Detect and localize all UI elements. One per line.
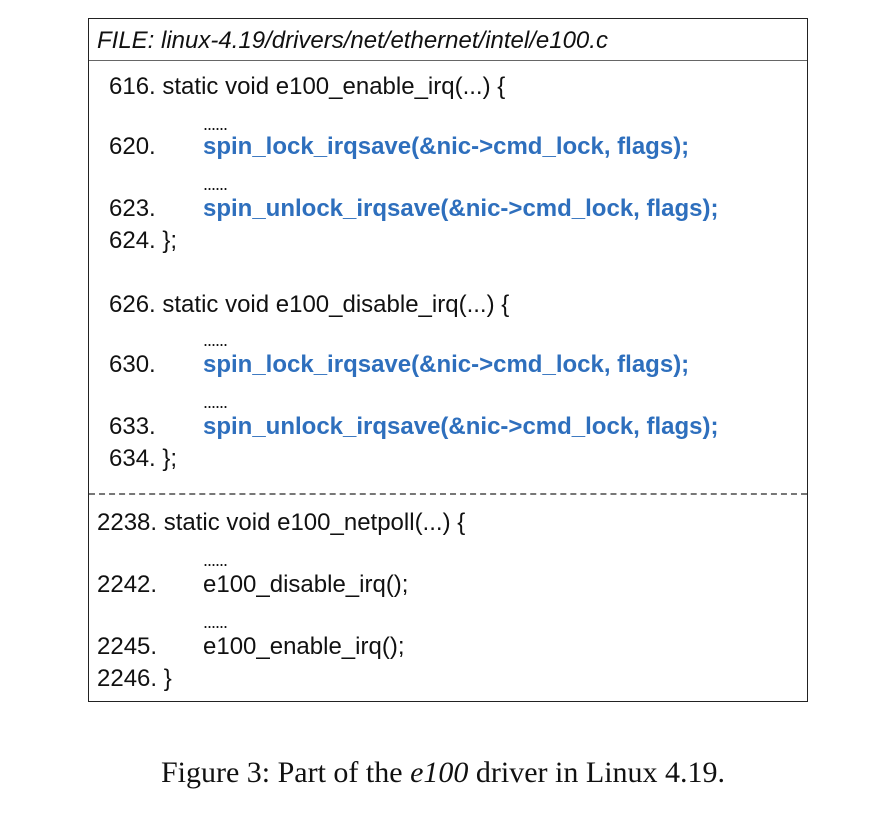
line-number: 2242. <box>97 571 158 598</box>
enable-irq-closing: 624. }; <box>109 227 178 254</box>
unlock-call: spin_unlock_irqsave(&nic->cmd_lock, flag… <box>203 195 719 222</box>
netpoll-signature: 2238. static void e100_netpoll(...) { <box>97 509 466 536</box>
file-header: FILE: linux-4.19/drivers/net/ethernet/in… <box>89 19 807 61</box>
ellipsis: ...... <box>203 114 228 134</box>
enable-irq-signature: 616. static void e100_enable_irq(...) { <box>109 73 506 100</box>
line-number: 630. <box>109 351 156 378</box>
lock-call: spin_lock_irqsave(&nic->cmd_lock, flags)… <box>203 351 690 378</box>
dashed-divider <box>89 493 807 495</box>
line-number: 2245. <box>97 633 158 660</box>
file-path-label: FILE: linux-4.19/drivers/net/ethernet/in… <box>97 27 608 54</box>
disable-irq-closing: 634. }; <box>109 445 178 472</box>
figure-caption: Figure 3: Part of the e100 driver in Lin… <box>0 756 886 790</box>
disable-irq-signature: 626. static void e100_disable_irq(...) { <box>109 291 510 318</box>
ellipsis: ...... <box>203 612 228 632</box>
unlock-call: spin_unlock_irqsave(&nic->cmd_lock, flag… <box>203 413 719 440</box>
line-number: 633. <box>109 413 156 440</box>
lock-call: spin_lock_irqsave(&nic->cmd_lock, flags)… <box>203 133 690 160</box>
netpoll-section: 2238. static void e100_netpoll(...) { ..… <box>89 493 809 703</box>
enable-irq-call: e100_enable_irq(); <box>203 633 405 660</box>
ellipsis: ...... <box>203 550 228 570</box>
netpoll-closing: 2246. } <box>97 665 172 692</box>
line-number: 620. <box>109 133 156 160</box>
ellipsis: ...... <box>203 174 228 194</box>
caption-suffix: driver in Linux 4.19. <box>468 756 726 789</box>
code-figure: FILE: linux-4.19/drivers/net/ethernet/in… <box>88 18 808 702</box>
caption-emphasis: e100 <box>410 756 469 789</box>
ellipsis: ...... <box>203 392 228 412</box>
line-number: 623. <box>109 195 156 222</box>
caption-prefix: Figure 3: Part of the <box>160 756 411 789</box>
disable-irq-call: e100_disable_irq(); <box>203 571 409 598</box>
ellipsis: ...... <box>203 330 228 350</box>
